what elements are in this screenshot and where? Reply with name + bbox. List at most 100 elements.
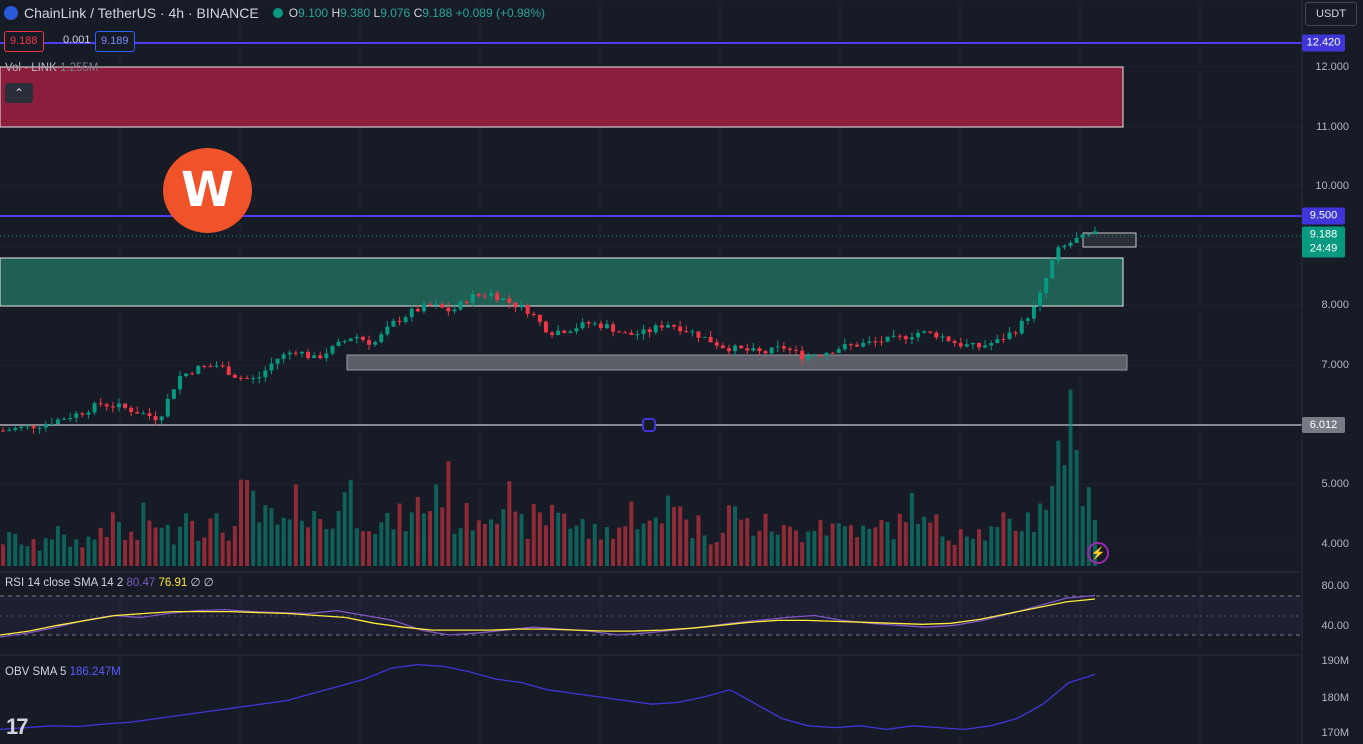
current-price-tag: 9.188 24:49 bbox=[1302, 226, 1345, 258]
candle-body bbox=[55, 419, 60, 424]
candle-body bbox=[7, 430, 12, 432]
volume-bar bbox=[952, 544, 957, 566]
candle-body bbox=[62, 418, 67, 420]
volume-bar bbox=[708, 544, 713, 566]
candle-body bbox=[757, 348, 762, 352]
volume-bar bbox=[836, 523, 841, 566]
volume-bar bbox=[135, 539, 140, 566]
candle-body bbox=[379, 334, 384, 343]
volume-bar bbox=[800, 542, 805, 566]
current-range-box[interactable] bbox=[1082, 232, 1137, 248]
candle-body bbox=[397, 320, 402, 322]
candle-body bbox=[842, 344, 847, 350]
volume-bar bbox=[757, 530, 762, 566]
candle-body bbox=[489, 293, 494, 297]
volume-bar bbox=[1038, 503, 1043, 566]
candle-body bbox=[190, 373, 195, 375]
candle-body bbox=[220, 365, 225, 367]
volume-bar bbox=[574, 525, 579, 566]
rsi-sma-line bbox=[0, 598, 1096, 636]
candle-body bbox=[775, 346, 780, 348]
volume-bar bbox=[824, 535, 829, 566]
volume-bar bbox=[635, 529, 640, 566]
volume-bar bbox=[922, 516, 927, 566]
candle-body bbox=[318, 355, 323, 359]
candle-body bbox=[153, 416, 158, 421]
volume-bar bbox=[464, 503, 469, 566]
candle-body bbox=[68, 417, 73, 419]
candles bbox=[1, 226, 1097, 434]
candle-body bbox=[940, 336, 945, 338]
volume-bar bbox=[177, 526, 182, 566]
candle-body bbox=[678, 326, 683, 332]
resistance-tag[interactable]: 9.500 bbox=[1302, 207, 1345, 225]
support-tag[interactable]: 6.012 bbox=[1302, 417, 1345, 433]
volume-bar bbox=[214, 513, 219, 566]
candle-body bbox=[202, 365, 207, 367]
volume-bar bbox=[787, 526, 792, 566]
candle-body bbox=[245, 377, 250, 379]
candle-body bbox=[970, 342, 975, 345]
volume-bar bbox=[153, 527, 158, 566]
candle-body bbox=[934, 332, 939, 338]
candle-body bbox=[482, 295, 487, 297]
upper-level-tag[interactable]: 12.420 bbox=[1302, 34, 1345, 52]
candle-body bbox=[745, 348, 750, 351]
volume-bar bbox=[226, 540, 231, 566]
volume-bar bbox=[196, 540, 201, 566]
collapse-legend-button[interactable]: ⌃ bbox=[5, 83, 33, 103]
volume-bar bbox=[318, 519, 323, 566]
volume-bar bbox=[1062, 465, 1067, 566]
volume-bar bbox=[1056, 440, 1061, 566]
candle-body bbox=[43, 424, 48, 428]
candle-body bbox=[830, 352, 835, 354]
candle-body bbox=[958, 343, 963, 347]
volume-bar bbox=[330, 528, 335, 566]
volume-bar bbox=[92, 539, 97, 566]
volume-bar bbox=[458, 528, 463, 566]
candle-body bbox=[312, 355, 317, 358]
symbol-icon[interactable] bbox=[4, 6, 18, 20]
candle-body bbox=[257, 377, 262, 379]
candle-body bbox=[391, 320, 396, 327]
volume-bar bbox=[232, 526, 237, 566]
volume-bar bbox=[7, 531, 12, 566]
candle-body bbox=[647, 329, 652, 333]
candle-body bbox=[525, 305, 530, 314]
demand-zone[interactable] bbox=[0, 257, 1124, 307]
candle-body bbox=[629, 332, 634, 335]
candle-body bbox=[543, 321, 548, 333]
supply-zone[interactable] bbox=[0, 66, 1124, 128]
candle-body bbox=[720, 345, 725, 349]
currency-button[interactable]: USDT bbox=[1305, 2, 1357, 26]
volume-bar bbox=[110, 512, 115, 566]
volume-bar bbox=[983, 540, 988, 566]
volume-bar bbox=[324, 529, 329, 566]
volume-bar bbox=[647, 520, 652, 566]
volume-bar bbox=[598, 539, 603, 566]
tradingview-logo[interactable]: 17 bbox=[6, 714, 29, 739]
volume-bar bbox=[897, 513, 902, 566]
volume-bar bbox=[482, 523, 487, 566]
candle-body bbox=[440, 304, 445, 308]
range-box[interactable] bbox=[346, 354, 1128, 371]
alert-bolt-icon[interactable]: ⚡ bbox=[1087, 542, 1109, 564]
symbol-title[interactable]: ChainLink / TetherUS · 4h · BINANCE bbox=[24, 5, 259, 21]
candle-body bbox=[476, 293, 481, 296]
candle-body bbox=[13, 428, 18, 431]
sell-button[interactable]: 9.188 bbox=[4, 31, 44, 52]
volume-bar bbox=[428, 510, 433, 566]
candle-body bbox=[434, 304, 439, 306]
volume-bar bbox=[348, 479, 353, 566]
candle-body bbox=[897, 335, 902, 337]
volume-bar bbox=[281, 517, 286, 566]
chart-header: ChainLink / TetherUS · 4h · BINANCE O9.1… bbox=[0, 0, 545, 26]
candle-body bbox=[1044, 278, 1049, 293]
volume-bar bbox=[958, 528, 963, 566]
volume-bar bbox=[745, 518, 750, 566]
candle-body bbox=[550, 332, 555, 335]
volume-legend: Vol · LINK 1.255M bbox=[5, 62, 99, 74]
support-line-handle[interactable] bbox=[642, 418, 656, 432]
buy-button[interactable]: 9.189 bbox=[95, 31, 135, 52]
